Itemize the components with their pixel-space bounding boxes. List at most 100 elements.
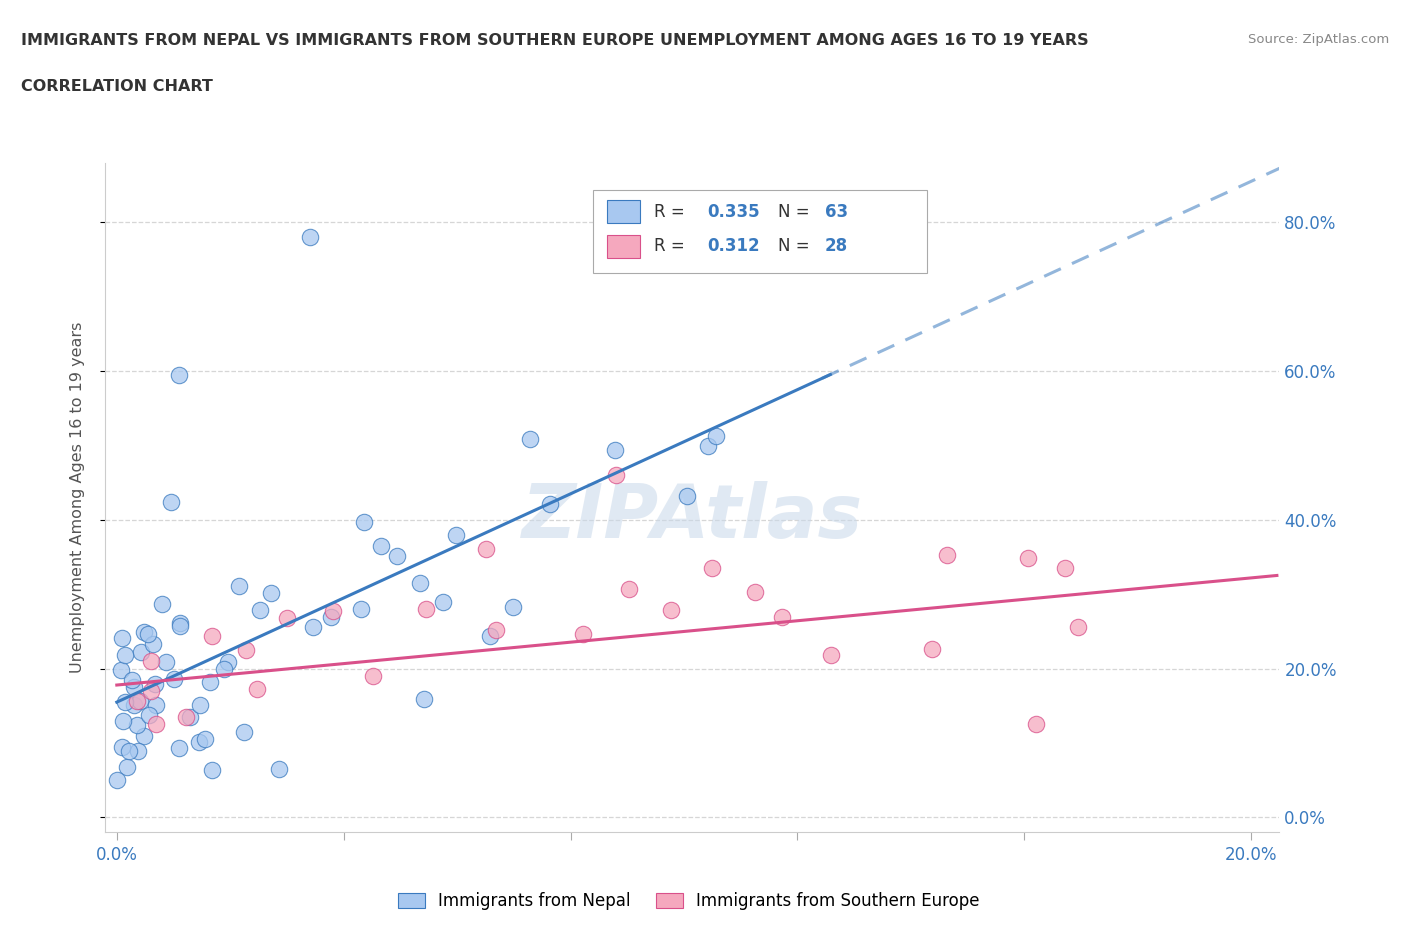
Point [820,648,842,663]
Point [704,428,727,443]
Text: N =: N = [778,203,815,221]
Point [169,618,191,633]
Point [1025,717,1047,732]
Point [696,438,718,453]
Point [111,739,134,754]
Point [114,647,136,662]
Point [122,698,145,712]
Point [134,625,156,640]
Point [127,744,149,759]
Point [235,643,257,658]
Text: CORRELATION CHART: CORRELATION CHART [21,79,212,94]
Point [702,561,724,576]
Point [474,541,496,556]
Point [538,497,561,512]
Point [478,629,501,644]
Point [676,488,699,503]
Point [370,538,392,553]
Text: 28: 28 [825,236,848,255]
Point [110,662,132,677]
Point [322,604,344,618]
Point [485,622,508,637]
Point [111,713,134,728]
Point [519,432,541,446]
Point [111,631,134,645]
Text: ZIPAtlas: ZIPAtlas [522,481,863,554]
Point [298,230,321,245]
Point [744,585,766,600]
Point [201,628,224,643]
Point [605,443,627,458]
Text: N =: N = [778,236,815,255]
Point [194,732,217,747]
Point [127,694,149,709]
Legend: Immigrants from Nepal, Immigrants from Southern Europe: Immigrants from Nepal, Immigrants from S… [392,885,986,917]
Point [572,627,595,642]
Point [163,671,186,686]
Point [363,669,385,684]
Point [659,603,682,618]
Point [1017,551,1039,565]
Point [409,576,432,591]
Point [269,762,291,777]
Point [179,710,201,724]
Point [174,710,197,724]
Point [105,773,128,788]
Point [198,674,221,689]
Bar [607,200,640,223]
Point [605,468,627,483]
Point [259,585,281,600]
Point [1067,619,1090,634]
Point [212,661,235,676]
Point [350,602,373,617]
Point [302,619,325,634]
Text: 0.312: 0.312 [707,236,761,255]
Point [1054,560,1077,575]
Point [249,603,271,618]
Point [188,735,211,750]
Point [139,684,162,698]
Point [117,760,139,775]
Point [136,626,159,641]
Point [138,708,160,723]
Point [125,718,148,733]
Point [188,698,211,712]
Point [142,637,165,652]
Point [617,581,640,596]
Point [432,594,454,609]
Point [155,655,177,670]
Point [121,672,143,687]
Point [145,698,167,712]
Point [233,724,256,739]
Point [935,547,957,562]
Point [114,695,136,710]
Y-axis label: Unemployment Among Ages 16 to 19 years: Unemployment Among Ages 16 to 19 years [70,322,84,673]
Point [145,717,167,732]
Point [276,611,298,626]
Point [169,615,191,630]
Bar [607,234,640,259]
Point [131,644,153,659]
Point [143,676,166,691]
Point [446,527,468,542]
Point [139,654,162,669]
Point [129,693,152,708]
Point [502,600,524,615]
Point [921,642,943,657]
Point [201,763,224,777]
Point [167,740,190,755]
Point [160,494,183,509]
Text: 63: 63 [825,203,848,221]
Point [770,610,793,625]
Point [228,578,250,593]
Text: IMMIGRANTS FROM NEPAL VS IMMIGRANTS FROM SOUTHERN EUROPE UNEMPLOYMENT AMONG AGES: IMMIGRANTS FROM NEPAL VS IMMIGRANTS FROM… [21,33,1088,47]
Point [413,692,436,707]
Point [217,655,239,670]
Point [132,728,155,743]
Point [385,548,408,563]
Point [167,367,190,382]
Point [353,514,375,529]
Text: R =: R = [654,203,690,221]
FancyBboxPatch shape [593,190,927,273]
Point [321,610,343,625]
